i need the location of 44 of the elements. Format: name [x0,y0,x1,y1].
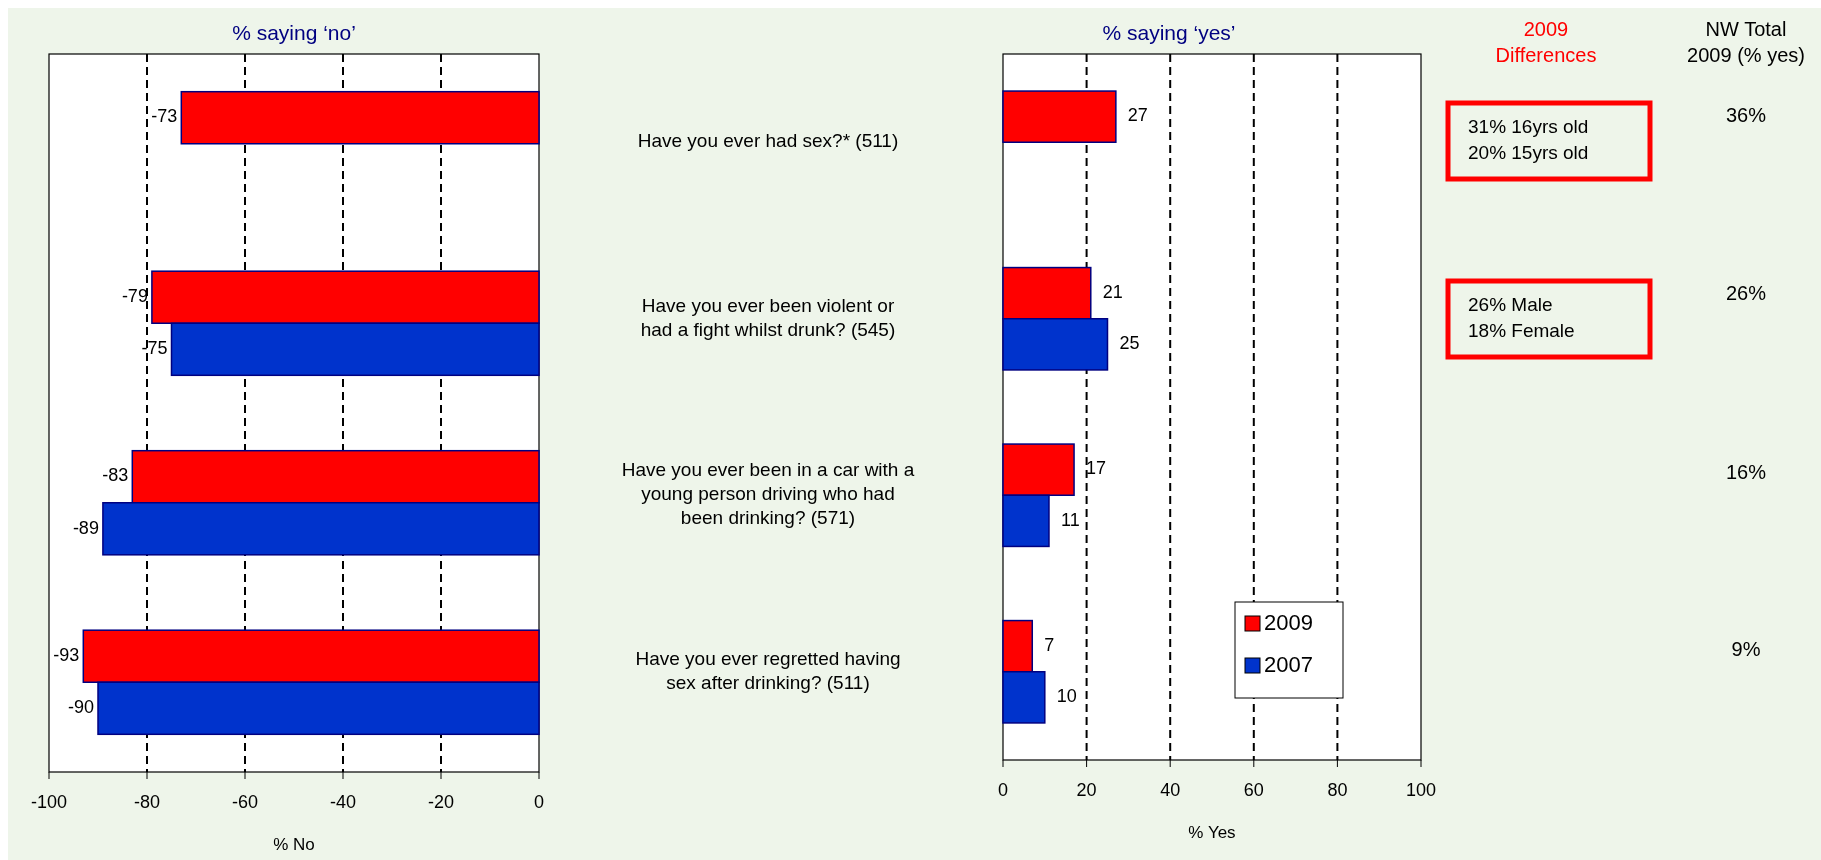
chart-title: % saying ‘yes’ [1102,20,1236,44]
data-label: 11 [1060,509,1080,530]
bar [1002,90,1117,143]
y-tick-label: Have you ever regretted having sex after drinking? (511) [635,647,901,693]
y-tick-label: Have you ever been violent or had a fight whilst drunk? (545) [640,294,896,340]
data-label: -89 [72,517,99,538]
x-tick-label: 100 [1405,780,1437,800]
legend-label: 2007 [1264,651,1313,677]
x-axis-title: % No [273,835,315,854]
data-label: -83 [102,465,129,486]
data-label: -73 [151,106,178,127]
text: 26% [1725,282,1767,305]
x-tick-label: 20 [1076,780,1097,800]
x-tick-label: 80 [1327,780,1348,800]
text: 2009 Differences [1495,18,1597,67]
x-tick-label: 0 [997,780,1009,800]
x-tick-label: -60 [231,792,259,812]
y-tick-label: Have you ever been in a car with a young person driving who had been drinking? (571) [621,459,915,529]
x-tick-label: 0 [533,792,545,812]
x-tick-label: 60 [1243,780,1264,800]
legend-label: 2009 [1264,609,1313,635]
data-label: 7 [1044,634,1055,655]
text: 9% [1731,638,1761,661]
chart-title: % saying ‘no’ [232,20,356,44]
text: 31% 16yrs old 20% 15yrs old [1468,116,1589,164]
x-tick-label: -40 [329,792,357,812]
data-label: 27 [1127,105,1148,126]
data-label: 10 [1056,686,1077,707]
data-label: -75 [141,338,168,359]
x-tick-label: -20 [427,792,455,812]
data-label: 17 [1086,458,1107,479]
x-tick-label: -80 [133,792,161,812]
text: 36% [1725,104,1767,127]
x-tick-label: -100 [30,792,68,812]
text: 16% [1725,461,1767,484]
text: NW Total 2009 (% yes) [1687,18,1805,67]
data-label: -90 [67,697,94,718]
text: 26% Male 18% Female [1468,294,1575,342]
data-label: -93 [53,644,80,665]
y-tick-label: Have you ever had sex?* (511) [637,130,899,152]
data-label: 21 [1102,281,1123,302]
x-axis-title: % Yes [1188,823,1236,842]
data-label: 25 [1119,333,1140,354]
x-tick-label: 40 [1160,780,1181,800]
